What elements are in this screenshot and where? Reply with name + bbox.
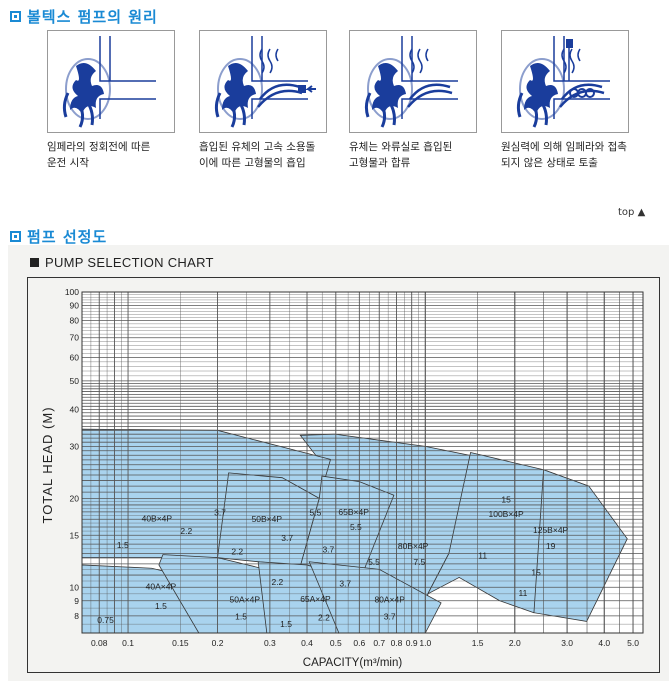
region-label: 125B×4P (533, 525, 569, 535)
y-tick-label: 100 (65, 287, 79, 297)
x-tick-label: 1.0 (419, 638, 431, 648)
x-tick-label: 5.0 (627, 638, 639, 648)
x-tick-label: 0.7 (373, 638, 385, 648)
y-tick-label: 9 (74, 596, 79, 606)
region-label: 15 (501, 495, 511, 505)
region-label: 5.5 (310, 508, 322, 518)
section-title: 펌프 선정도 (27, 228, 108, 246)
x-tick-label: 4.0 (598, 638, 610, 648)
region-label: 0.75 (97, 615, 114, 625)
region-label: 7.5 (413, 557, 425, 567)
y-tick-label: 10 (70, 582, 80, 592)
region-label: 50B×4P (252, 514, 283, 524)
region-label: 2.2 (231, 547, 243, 557)
x-tick-label: 0.1 (122, 638, 134, 648)
x-axis-label: CAPACITY(m³/min) (303, 657, 403, 669)
caption-line: 임페라의 정회전에 따른 (47, 141, 151, 153)
y-tick-label: 50 (70, 376, 80, 386)
x-tick-label: 0.8 (391, 638, 403, 648)
caption-line: 되지 않은 상태로 토출 (501, 157, 598, 169)
region-label: 80B×4P (398, 541, 429, 551)
y-tick-label: 60 (70, 353, 80, 363)
y-tick-label: 20 (70, 493, 80, 503)
region-label: 11 (518, 588, 527, 598)
region-label: 1.5 (117, 540, 129, 550)
y-tick-label: 70 (70, 333, 80, 343)
square-bullet-icon (10, 11, 21, 22)
pump-region (308, 561, 442, 634)
region-label: 2.2 (271, 577, 283, 587)
caption-line: 흡입된 유체의 고속 소용돌 (199, 141, 316, 153)
region-label: 100B×4P (488, 509, 524, 519)
region-label: 65A×4P (300, 594, 331, 604)
caption-line: 운전 시작 (47, 157, 89, 169)
x-tick-label: 0.6 (353, 638, 365, 648)
section-title: 볼텍스 펌프의 원리 (27, 8, 158, 26)
x-tick-label: 1.5 (472, 638, 484, 648)
x-tick-label: 0.9 (406, 638, 418, 648)
vortex-illustration (349, 30, 477, 133)
y-tick-label: 80 (70, 316, 80, 326)
region-label: 65B×4P (338, 507, 369, 517)
caption-line: 이에 따른 고형물의 흡입 (199, 157, 306, 169)
region-label: 2.2 (318, 612, 330, 622)
region-label: 19 (546, 541, 556, 551)
region-label: 1.5 (280, 619, 292, 629)
plot-border (81, 291, 644, 634)
x-tick-label: 0.5 (330, 638, 342, 648)
y-axis-label: TOTAL HEAD (M) (40, 406, 55, 523)
region-label: 3.7 (322, 545, 334, 555)
region-label: 50A×4P (230, 594, 261, 604)
region-label: 1.5 (155, 601, 167, 611)
region-label: 1.5 (235, 611, 247, 621)
region-label: 2.2 (180, 526, 192, 536)
section-heading-pump-selection: 펌프 선정도 (10, 226, 107, 247)
x-tick-label: 0.15 (172, 638, 189, 648)
chart-title: PUMP SELECTION CHART (30, 255, 214, 270)
region-label: 3.7 (214, 508, 226, 518)
y-tick-label: 30 (70, 441, 80, 451)
region-label: 3.7 (384, 611, 396, 621)
y-tick-label: 15 (70, 530, 80, 540)
x-tick-label: 0.3 (264, 638, 276, 648)
region-label: 5.5 (350, 522, 362, 532)
caption-line: 원심력에 의해 임페라와 접촉 (501, 141, 627, 153)
y-tick-label: 40 (70, 404, 80, 414)
x-tick-label: 2.0 (509, 638, 521, 648)
chart-frame (27, 277, 660, 673)
region-label: 11 (478, 551, 487, 561)
vortex-illustration (501, 30, 629, 133)
region-label: 15 (531, 568, 541, 578)
x-tick-label: 0.2 (212, 638, 224, 648)
x-tick-label: 0.08 (91, 638, 108, 648)
region-label: 5.5 (368, 557, 380, 567)
square-bullet-icon (10, 231, 21, 242)
top-link[interactable]: top ▲ (618, 207, 646, 218)
vortex-illustration (47, 30, 175, 133)
region-label: 3.7 (281, 533, 293, 543)
y-tick-label: 8 (74, 611, 79, 621)
caption-line: 고형물과 합류 (349, 157, 411, 169)
region-label: 40A×4P (146, 582, 177, 592)
section-heading-vortex-principle: 볼텍스 펌프의 원리 (10, 6, 158, 27)
x-tick-label: 3.0 (561, 638, 573, 648)
vortex-illustration (199, 30, 327, 133)
x-tick-label: 0.4 (301, 638, 313, 648)
region-label: 80A×4P (374, 594, 405, 604)
region-label: 3.7 (339, 578, 351, 588)
y-tick-label: 90 (70, 301, 80, 311)
region-label: 40B×4P (142, 513, 173, 523)
caption-line: 유체는 와류실로 흡입된 (349, 141, 453, 153)
